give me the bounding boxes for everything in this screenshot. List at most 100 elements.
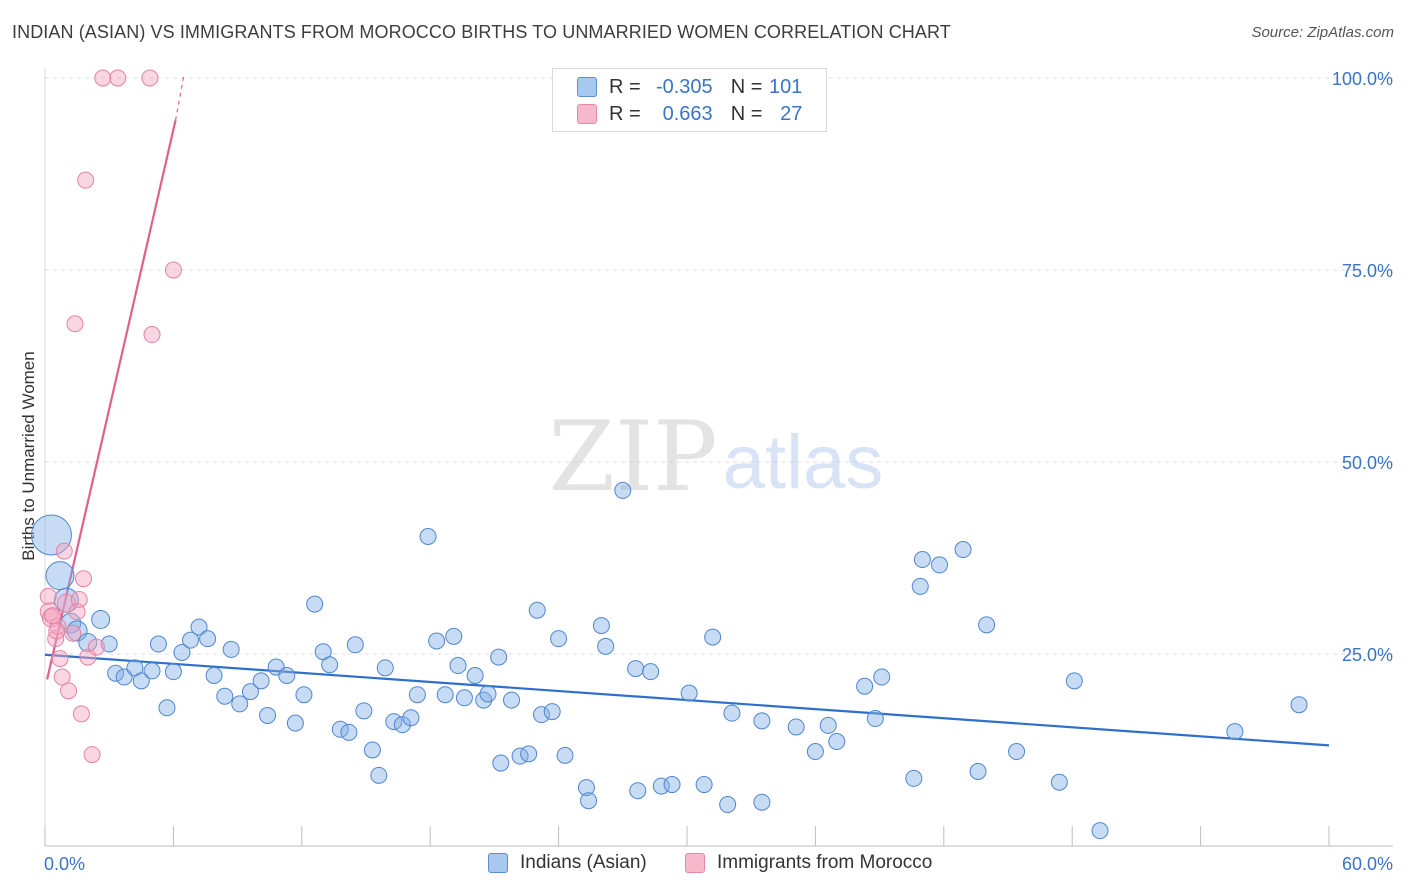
series-legend: Indians (Asian) Immigrants from Morocco bbox=[0, 852, 1406, 878]
point-indians bbox=[199, 630, 217, 648]
point-indians bbox=[629, 782, 647, 800]
legend-swatch-pink bbox=[577, 104, 597, 124]
legend-row-indians: R = -0.305 N = 101 bbox=[577, 75, 802, 99]
point-indians bbox=[190, 618, 208, 636]
watermark: ZIP atlas bbox=[548, 401, 883, 513]
source-credit: Source: ZipAtlas.com bbox=[1251, 24, 1394, 41]
point-indians bbox=[205, 667, 223, 685]
point-morocco bbox=[68, 603, 86, 621]
point-indians bbox=[408, 686, 426, 704]
point-indians bbox=[363, 741, 381, 759]
point-morocco bbox=[109, 69, 127, 87]
point-indians bbox=[286, 714, 304, 732]
point-indians bbox=[704, 628, 722, 646]
point-indians bbox=[259, 706, 277, 724]
point-indians bbox=[520, 745, 538, 763]
watermark-atlas: atlas bbox=[723, 420, 884, 505]
watermark-zip: ZIP bbox=[548, 401, 717, 513]
point-morocco bbox=[53, 668, 71, 686]
n-label: N = bbox=[730, 75, 763, 98]
point-indians bbox=[753, 793, 771, 811]
point-morocco bbox=[60, 682, 78, 700]
point-indians bbox=[132, 672, 150, 690]
point-indians bbox=[873, 668, 891, 686]
point-indians bbox=[479, 685, 497, 703]
point-indians bbox=[107, 664, 125, 682]
point-indians bbox=[278, 667, 296, 685]
point-indians bbox=[428, 632, 446, 650]
point-indians bbox=[1065, 672, 1083, 690]
point-morocco bbox=[43, 607, 61, 625]
point-indians bbox=[597, 637, 615, 655]
n-label: N = bbox=[730, 102, 763, 125]
point-indians bbox=[376, 659, 394, 677]
point-indians bbox=[954, 541, 972, 559]
r-value: -0.305 bbox=[655, 75, 713, 98]
x-tick-labels: 0.0% 60.0% bbox=[44, 854, 1393, 874]
point-morocco bbox=[39, 587, 57, 605]
point-indians bbox=[652, 777, 670, 795]
point-indians bbox=[149, 635, 167, 653]
chart-title: INDIAN (ASIAN) VS IMMIGRANTS FROM MOROCC… bbox=[12, 22, 951, 42]
y-tick-label: 100.0% bbox=[1332, 69, 1393, 89]
point-indians bbox=[346, 636, 364, 654]
axes bbox=[44, 68, 1393, 847]
legend-item-indians[interactable]: Indians (Asian) bbox=[488, 852, 647, 874]
legend-label: Indians (Asian) bbox=[520, 852, 647, 873]
point-indians bbox=[723, 704, 741, 722]
point-indians bbox=[455, 689, 473, 707]
point-indians bbox=[719, 796, 737, 814]
x-tick-label-max: 60.0% bbox=[1342, 854, 1393, 874]
point-indians bbox=[370, 766, 388, 784]
legend-item-morocco[interactable]: Immigrants from Morocco bbox=[685, 852, 932, 874]
point-indians bbox=[436, 686, 454, 704]
point-indians bbox=[663, 776, 681, 794]
point-morocco bbox=[66, 315, 84, 333]
point-indians bbox=[182, 631, 200, 649]
point-indians bbox=[393, 716, 411, 734]
point-indians bbox=[753, 712, 771, 730]
legend-label: Immigrants from Morocco bbox=[717, 852, 933, 873]
point-indians bbox=[627, 660, 645, 678]
point-indians bbox=[819, 716, 837, 734]
point-indians bbox=[492, 754, 510, 772]
point-indians bbox=[556, 746, 574, 764]
point-indians bbox=[528, 601, 546, 619]
n-value: 101 bbox=[769, 75, 803, 98]
point-morocco bbox=[164, 261, 182, 279]
r-label: R = bbox=[609, 102, 641, 125]
r-label: R = bbox=[609, 75, 641, 98]
point-indians bbox=[306, 595, 324, 613]
point-indians bbox=[45, 561, 75, 591]
r-value: 0.663 bbox=[662, 102, 713, 125]
point-indians bbox=[30, 514, 72, 556]
point-indians bbox=[828, 733, 846, 751]
point-morocco bbox=[77, 171, 95, 189]
point-indians bbox=[231, 695, 249, 713]
point-indians bbox=[445, 627, 463, 645]
point-indians bbox=[1008, 743, 1026, 761]
point-indians bbox=[592, 617, 610, 635]
point-indians bbox=[295, 686, 313, 704]
point-indians bbox=[503, 691, 521, 709]
y-tick-labels: 25.0% 50.0% 75.0% 100.0% bbox=[1332, 69, 1393, 665]
point-indians bbox=[78, 632, 98, 652]
point-indians bbox=[1290, 696, 1308, 714]
point-indians bbox=[911, 577, 929, 595]
point-morocco bbox=[141, 69, 159, 87]
point-indians bbox=[1226, 723, 1244, 741]
n-value: 27 bbox=[780, 102, 803, 125]
trend-line-morocco-extension bbox=[174, 74, 185, 121]
gridlines bbox=[45, 77, 1393, 655]
point-indians bbox=[490, 648, 508, 666]
point-indians bbox=[241, 683, 259, 701]
point-indians bbox=[680, 684, 698, 702]
point-indians bbox=[978, 616, 996, 634]
point-indians bbox=[614, 481, 632, 499]
point-indians bbox=[905, 769, 923, 787]
legend-swatch-blue bbox=[488, 853, 508, 873]
point-morocco bbox=[48, 622, 66, 640]
y-tick-label: 50.0% bbox=[1342, 453, 1393, 473]
legend-swatch-blue bbox=[577, 77, 597, 97]
